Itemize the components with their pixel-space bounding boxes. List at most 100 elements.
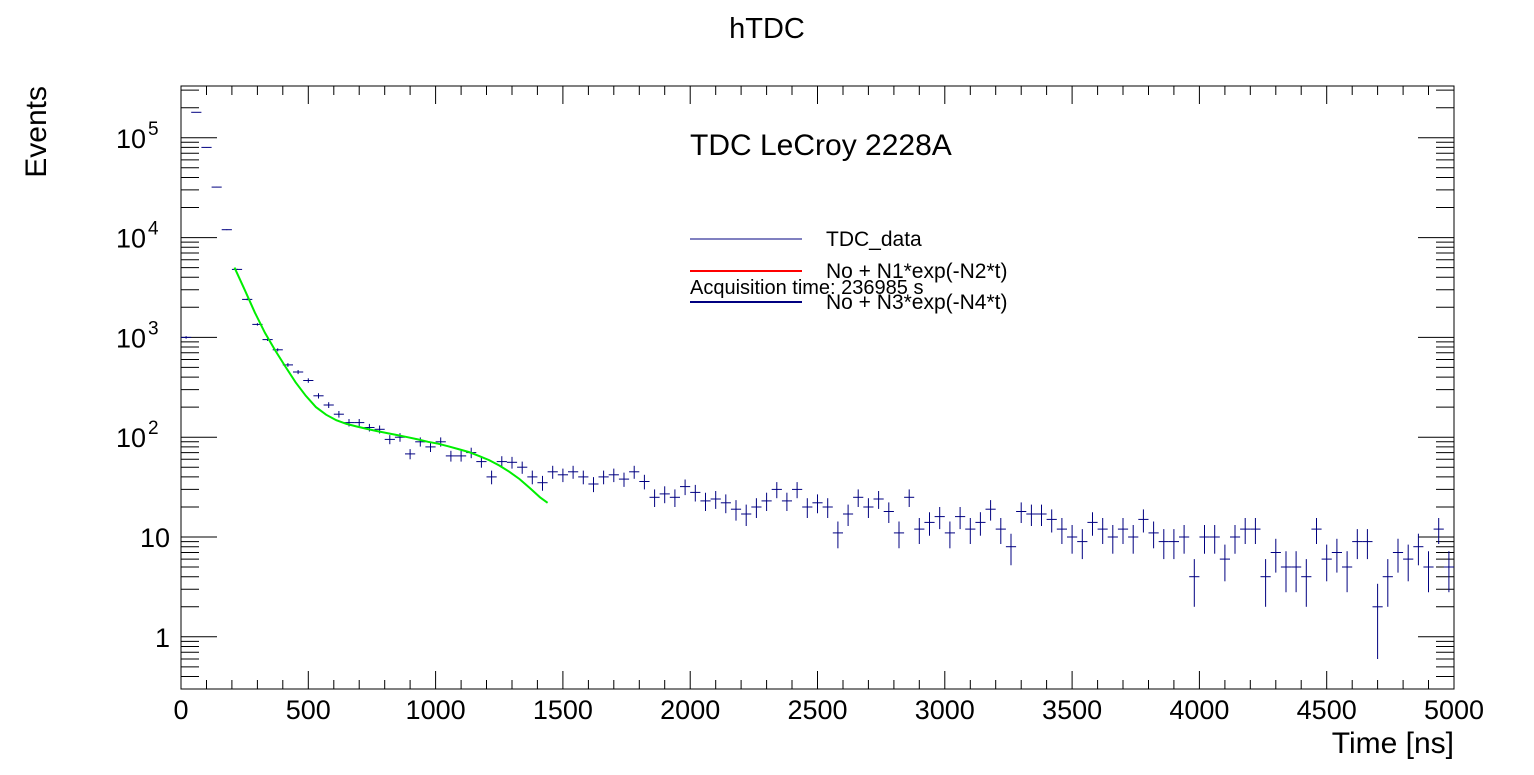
data-point (751, 498, 762, 518)
data-point (965, 518, 976, 544)
data-point (1331, 538, 1342, 573)
data-point (710, 491, 721, 509)
x-tick-label: 2500 (787, 695, 847, 725)
data-point (1382, 559, 1393, 607)
data-point (669, 489, 680, 507)
data-point (1026, 504, 1037, 526)
data-point (1433, 518, 1444, 544)
data-point (568, 465, 579, 479)
data-point (1189, 559, 1200, 607)
data-point (1209, 525, 1220, 554)
data-point (924, 512, 935, 536)
data-point (1036, 504, 1047, 526)
data-point (792, 482, 803, 499)
x-tick-label: 4500 (1297, 695, 1357, 725)
data-point (181, 336, 192, 339)
data-point (1168, 529, 1179, 560)
data-point (1280, 551, 1292, 593)
data-point (812, 494, 823, 514)
x-tick-label: 500 (286, 695, 331, 725)
y-axis-label: Events (20, 86, 53, 178)
data-point (1056, 518, 1067, 544)
data-point (975, 512, 986, 536)
data-point (221, 229, 232, 231)
data-point (741, 504, 752, 526)
data-point (1250, 518, 1261, 544)
data-point (1342, 551, 1353, 593)
x-tick-label: 5000 (1424, 695, 1484, 725)
y-tick-label-exponent: 3 (148, 318, 159, 339)
data-point (853, 489, 864, 507)
data-point (557, 468, 568, 483)
data-point (1260, 559, 1271, 607)
data-point (1067, 525, 1078, 554)
data-point (822, 498, 833, 518)
data-point (231, 268, 243, 270)
data-point (598, 470, 609, 485)
chart-title: hTDC (729, 13, 805, 45)
legend-label: No + N1*exp(-N2*t) (826, 260, 1007, 283)
data-point (1311, 518, 1322, 544)
data-point (985, 500, 996, 521)
x-axis-label: Time [ns] (1332, 727, 1454, 760)
acquisition-time-text: Acquisition time: 236985 s (690, 277, 923, 299)
data-point (303, 378, 314, 383)
data-point (955, 507, 966, 530)
y-tick-label: 10 (116, 124, 146, 154)
data-point (1240, 518, 1251, 544)
data-point (486, 470, 497, 485)
y-tick-label-exponent: 5 (148, 119, 159, 140)
data-point (720, 494, 731, 514)
data-point (1352, 529, 1363, 560)
y-tick-label: 10 (116, 423, 146, 453)
data-point (578, 470, 589, 485)
data-point (618, 472, 630, 487)
data-point (1179, 525, 1190, 554)
data-point (1199, 525, 1210, 554)
data-point (1321, 544, 1332, 582)
x-tick-labels: 0 500 1000 1500 2000 2500 3000 3500 4000 4500 5000 (173, 695, 1484, 725)
data-point (1138, 509, 1149, 533)
data-point (323, 402, 334, 408)
data-point (456, 450, 467, 462)
data-point (354, 419, 365, 427)
data-point (333, 411, 344, 418)
data-point (914, 518, 925, 544)
data-point (313, 393, 324, 399)
data-point (1107, 525, 1118, 554)
legend-label: No + N3*exp(-N4*t) (826, 291, 1007, 314)
chart-annotation: TDC LeCroy 2228A (690, 129, 952, 162)
data-point (1117, 518, 1129, 544)
data-point (608, 468, 619, 483)
data-point (1230, 525, 1241, 554)
data-point (425, 442, 436, 452)
x-tick-label: 4000 (1169, 695, 1229, 725)
x-tick-label: 2000 (660, 695, 720, 725)
data-point (904, 489, 915, 507)
data-point (1046, 509, 1057, 533)
data-point (405, 449, 416, 460)
data-point (873, 491, 884, 509)
data-point (476, 456, 487, 468)
data-point (1392, 538, 1404, 573)
data-point (1077, 529, 1088, 560)
data-point (1372, 583, 1383, 659)
data-point (761, 492, 772, 511)
data-point (1097, 518, 1108, 544)
data-point (527, 470, 538, 485)
legend-label: TDC_data (826, 228, 922, 251)
data-point (537, 475, 548, 491)
plot-frame (180, 85, 1455, 690)
y-tick-label: 10 (116, 224, 146, 254)
data-point (1005, 533, 1017, 566)
data-point (293, 370, 304, 375)
data-point (690, 484, 701, 502)
y-tick-label: 1 (155, 623, 170, 653)
data-point (863, 498, 874, 518)
data-point (680, 479, 691, 496)
data-point (1148, 521, 1159, 549)
data-point (547, 465, 558, 479)
y-tick-label-exponent: 4 (148, 219, 159, 240)
data-point (771, 482, 782, 499)
